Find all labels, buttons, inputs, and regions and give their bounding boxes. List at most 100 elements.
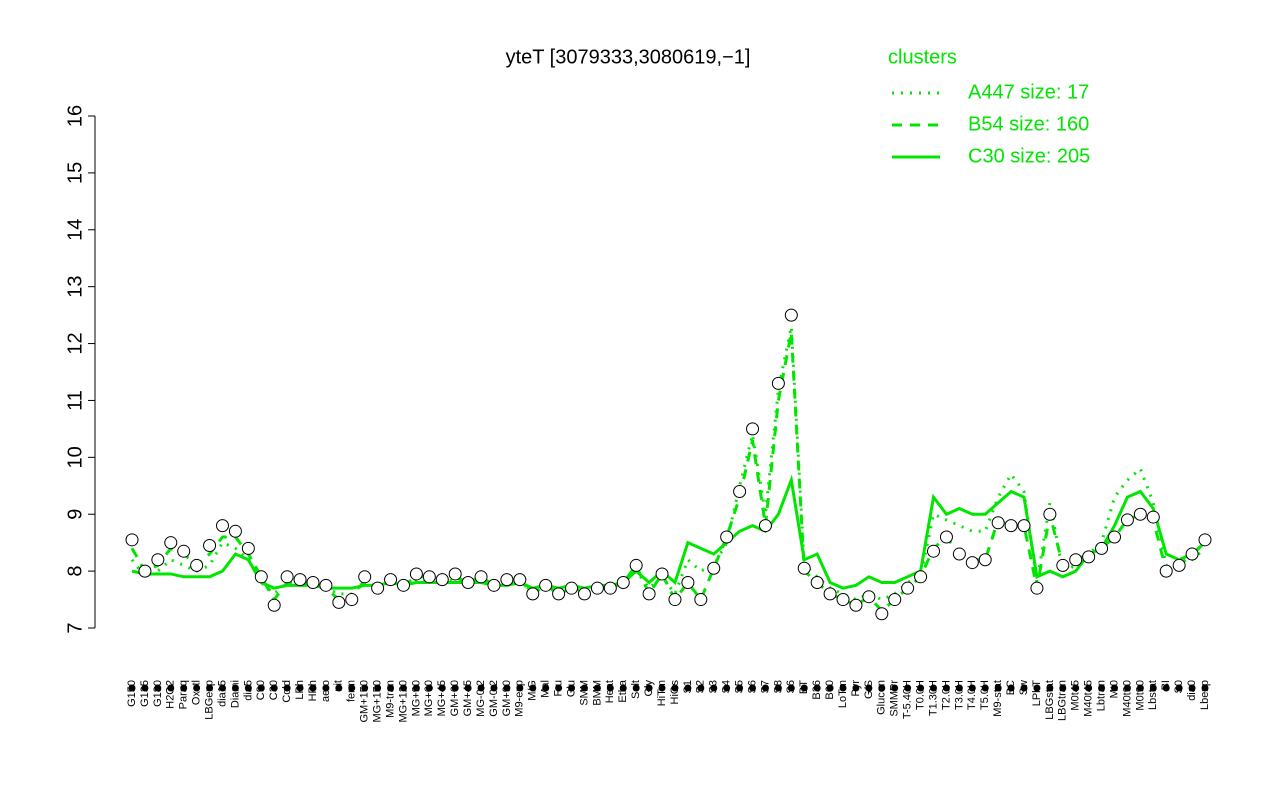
rug-dot bbox=[658, 684, 666, 692]
point bbox=[642, 587, 656, 601]
point bbox=[539, 578, 553, 592]
rug-dot bbox=[981, 684, 989, 692]
point bbox=[694, 593, 708, 607]
point bbox=[668, 593, 682, 607]
x-tick-label: Oxctl bbox=[191, 680, 203, 705]
x-tick-label: G/S bbox=[863, 680, 875, 699]
rug-dot bbox=[619, 684, 627, 692]
rug-dot bbox=[1175, 684, 1183, 692]
x-tick-label: HPh bbox=[307, 680, 319, 701]
rug-dot bbox=[606, 684, 614, 692]
rug-dot bbox=[1046, 684, 1054, 692]
x-tick-label: GM-0.2 bbox=[488, 680, 500, 717]
rug-dot bbox=[438, 684, 446, 692]
rug-dot bbox=[891, 684, 899, 692]
y-tick-label: 8 bbox=[64, 566, 86, 577]
point bbox=[190, 558, 204, 572]
rug-dot bbox=[218, 684, 226, 692]
point bbox=[215, 519, 229, 533]
point bbox=[1056, 558, 1070, 572]
rug-dot bbox=[1020, 684, 1028, 692]
point bbox=[733, 484, 747, 498]
point bbox=[164, 536, 178, 550]
rug-dot bbox=[684, 684, 692, 692]
rug-dot bbox=[555, 684, 563, 692]
point bbox=[1185, 547, 1199, 561]
point bbox=[293, 573, 307, 587]
point bbox=[758, 519, 772, 533]
x-tick-label: Salt bbox=[630, 680, 642, 699]
point bbox=[487, 578, 501, 592]
x-tick-label: H2O2 bbox=[165, 680, 177, 709]
x-tick-label: LBGstat bbox=[1044, 680, 1056, 720]
point bbox=[888, 593, 902, 607]
rug-dot bbox=[425, 684, 433, 692]
x-tick-label: Etha bbox=[617, 679, 629, 703]
point bbox=[603, 581, 617, 595]
rug-dot bbox=[904, 684, 912, 692]
point bbox=[461, 575, 475, 589]
point bbox=[1043, 507, 1057, 521]
rug-dot bbox=[930, 684, 938, 692]
x-tick-label: Fru bbox=[553, 680, 565, 697]
point bbox=[565, 581, 579, 595]
x-tick-label: M9-exp bbox=[514, 680, 526, 717]
rug-dot bbox=[761, 684, 769, 692]
rug-dot bbox=[335, 684, 343, 692]
rug-dot bbox=[154, 684, 162, 692]
legend-label: C30 size: 205 bbox=[968, 145, 1090, 167]
rug-dot bbox=[167, 684, 175, 692]
rug-dot bbox=[128, 684, 136, 692]
rug-dot bbox=[865, 684, 873, 692]
x-tick-label: B60 bbox=[824, 680, 836, 700]
point bbox=[875, 607, 889, 621]
point bbox=[474, 570, 488, 584]
point bbox=[1159, 564, 1173, 578]
point bbox=[1095, 541, 1109, 555]
x-tick-label: S1 bbox=[682, 680, 694, 693]
x-tick-label: GM+90 bbox=[501, 680, 513, 716]
x-tick-label: Paraq bbox=[178, 680, 190, 709]
x-tick-label: Pyr bbox=[850, 680, 862, 697]
rug-dot bbox=[826, 684, 834, 692]
x-tick-label: M9-stat bbox=[992, 680, 1004, 717]
x-tick-label: M/G bbox=[527, 680, 539, 701]
rug-dot bbox=[723, 684, 731, 692]
x-tick-label: Sw bbox=[1018, 680, 1030, 695]
x-tick-label: MG+150 bbox=[372, 680, 384, 723]
rug-dot bbox=[257, 684, 265, 692]
point bbox=[513, 573, 527, 587]
x-tick-label: G180 bbox=[152, 680, 164, 707]
x-tick-label: G150 bbox=[126, 680, 138, 707]
y-tick-label: 13 bbox=[64, 276, 86, 298]
point bbox=[526, 587, 540, 601]
rug-dot bbox=[516, 684, 524, 692]
rug-dot bbox=[322, 684, 330, 692]
rug-dot bbox=[529, 684, 537, 692]
rug-dot bbox=[671, 684, 679, 692]
cluster-line bbox=[131, 474, 1206, 590]
x-tick-label: HiOs bbox=[669, 680, 681, 705]
point bbox=[228, 524, 242, 538]
rug-dot bbox=[399, 684, 407, 692]
chart-title: yteT [3079333,3080619,−1] bbox=[506, 46, 751, 68]
point bbox=[1017, 519, 1031, 533]
rug-dot bbox=[231, 684, 239, 692]
rug-dot bbox=[464, 684, 472, 692]
x-tick-label: S2 bbox=[695, 680, 707, 693]
rug-dot bbox=[503, 684, 511, 692]
rug-dot bbox=[244, 684, 252, 692]
point bbox=[409, 567, 423, 581]
x-tick-label: Mt0 bbox=[1108, 680, 1120, 698]
cluster-line bbox=[130, 326, 1206, 602]
x-tick-label: Heat bbox=[604, 680, 616, 703]
rug-dot bbox=[1201, 684, 1209, 692]
rug-dot bbox=[387, 684, 395, 692]
point bbox=[1172, 558, 1186, 572]
rug-dot bbox=[852, 684, 860, 692]
x-tick-label: aero bbox=[320, 680, 332, 702]
rug-dot bbox=[542, 684, 550, 692]
rug-dot bbox=[180, 684, 188, 692]
rug-dot bbox=[878, 684, 886, 692]
x-tick-label: T2.0H bbox=[940, 680, 952, 710]
